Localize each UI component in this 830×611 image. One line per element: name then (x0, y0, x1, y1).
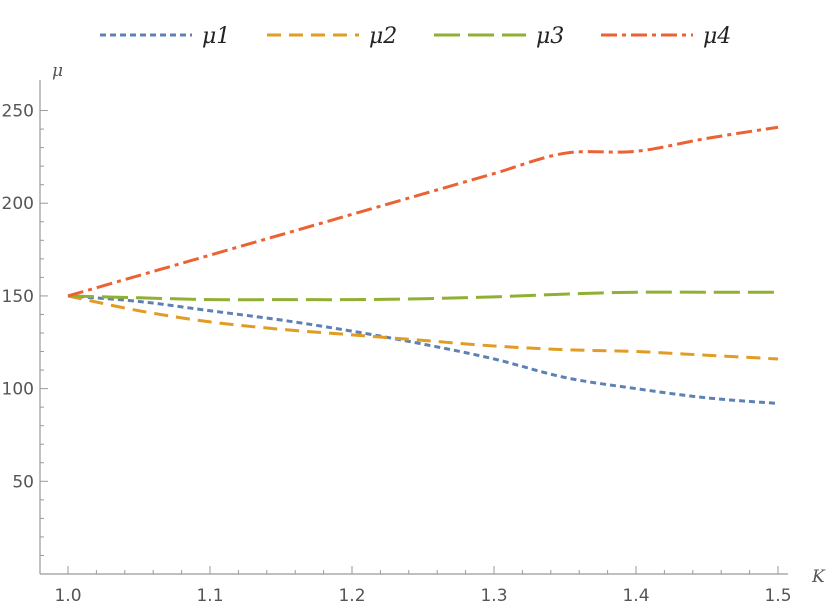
legend-label: μ1 (202, 24, 230, 49)
legend-item-1: μ1 (100, 24, 230, 49)
legend-item-2: μ2 (267, 24, 397, 49)
chart-legend: μ1 μ2 μ3 μ4 (100, 24, 731, 49)
y-tick-label: 50 (12, 472, 34, 492)
series-line-3 (67, 290, 778, 302)
legend-label: μ3 (536, 24, 564, 49)
y-tick-label: 250 (2, 102, 34, 122)
x-tick-label: 1.1 (196, 586, 223, 606)
x-tick-label: 1.3 (480, 586, 507, 606)
series-line-4 (67, 125, 779, 298)
x-tick-label: 1.0 (54, 586, 81, 606)
y-tick-label: 100 (2, 380, 34, 400)
chart-series (67, 125, 779, 405)
legend-item-4: μ4 (601, 24, 731, 49)
x-tick-label: 1.4 (622, 586, 649, 606)
axis-ticks: 1.0 1.1 1.2 1.3 1.4 1.5 50 100 150 200 250 (2, 102, 792, 606)
x-tick-label: 1.5 (764, 586, 791, 606)
y-tick-label: 150 (2, 287, 34, 307)
y-tick-label: 200 (2, 194, 34, 214)
legend-label: μ4 (703, 24, 731, 49)
legend-item-3: μ3 (434, 24, 564, 49)
legend-label: μ2 (369, 24, 397, 49)
x-axis-title: K (811, 567, 826, 587)
x-tick-label: 1.2 (338, 586, 365, 606)
y-axis-title: μ (52, 61, 63, 81)
series-line-1 (67, 294, 779, 405)
chart-axes: K μ (39, 61, 826, 587)
series-line-2 (67, 294, 779, 361)
